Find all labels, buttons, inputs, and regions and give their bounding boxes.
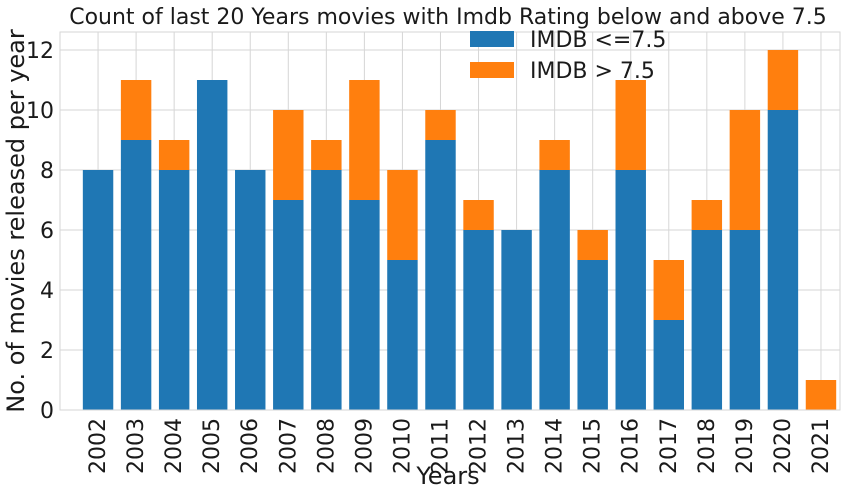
y-tick-label: 8 (40, 159, 54, 184)
plot-frame (59, 31, 841, 411)
x-tick-label: 2008 (314, 418, 339, 474)
legend-label-imdb-le-7-5: IMDB <=7.5 (530, 28, 666, 53)
bar-imdb-gt-7-5 (425, 110, 456, 140)
bar-imdb-gt-7-5 (120, 80, 152, 140)
bar-imdb-le-7-5 (120, 140, 152, 410)
x-tick-label: 2010 (390, 418, 415, 474)
bar-imdb-le-7-5 (158, 170, 190, 410)
bar-imdb-gt-7-5 (349, 80, 380, 200)
y-tick-label: 4 (40, 279, 54, 304)
x-tick-label: 2003 (124, 418, 149, 474)
bar-imdb-le-7-5 (463, 230, 494, 410)
x-tick-label: 2009 (352, 418, 377, 474)
chart-title: Count of last 20 Years movies with Imdb … (69, 5, 827, 30)
y-axis-label: No. of movies released per year (2, 29, 30, 413)
bars-layer (82, 50, 837, 410)
bar-imdb-le-7-5 (691, 230, 723, 410)
bar-imdb-le-7-5 (349, 200, 380, 410)
x-tick-label: 2012 (467, 418, 492, 474)
bar-imdb-gt-7-5 (577, 230, 608, 260)
bar-imdb-le-7-5 (235, 170, 266, 410)
bar-imdb-le-7-5 (196, 80, 228, 410)
x-tick-label: 2011 (428, 418, 453, 474)
legend: IMDB <=7.5 IMDB > 7.5 (470, 28, 666, 84)
bar-imdb-gt-7-5 (767, 50, 799, 110)
bar-imdb-le-7-5 (501, 230, 532, 410)
y-tick-labels: 0 2 4 6 8 10 12 (26, 39, 54, 424)
x-tick-label: 2020 (771, 418, 796, 474)
legend-swatch-imdb-gt-7-5 (470, 62, 514, 78)
x-tick-label: 2021 (809, 418, 834, 474)
bar-imdb-le-7-5 (767, 110, 799, 410)
bar-imdb-le-7-5 (539, 170, 570, 410)
x-tick-label: 2019 (733, 418, 758, 474)
x-tick-label: 2015 (581, 418, 606, 474)
bar-imdb-le-7-5 (425, 140, 456, 410)
bar-imdb-le-7-5 (729, 230, 761, 410)
bar-imdb-le-7-5 (311, 170, 342, 410)
bar-imdb-gt-7-5 (615, 80, 646, 170)
bar-imdb-gt-7-5 (387, 170, 418, 260)
bar-imdb-le-7-5 (82, 170, 114, 410)
bar-imdb-gt-7-5 (463, 200, 494, 230)
bar-imdb-gt-7-5 (729, 110, 761, 230)
x-tick-label: 2002 (86, 418, 111, 474)
x-tick-label: 2007 (276, 418, 301, 474)
bar-imdb-gt-7-5 (311, 140, 342, 170)
bar-imdb-gt-7-5 (691, 200, 723, 230)
x-tick-label: 2005 (200, 418, 225, 474)
x-tick-label: 2013 (505, 418, 530, 474)
y-tick-label: 0 (40, 399, 54, 424)
y-tick-label: 10 (26, 99, 54, 124)
bar-imdb-gt-7-5 (539, 140, 570, 170)
bar-imdb-gt-7-5 (653, 260, 684, 320)
legend-swatch-imdb-le-7-5 (470, 31, 514, 47)
x-tick-label: 2014 (543, 418, 568, 474)
x-tick-label: 2017 (657, 418, 682, 474)
y-tick-label: 2 (40, 339, 54, 364)
legend-label-imdb-gt-7-5: IMDB > 7.5 (530, 59, 655, 84)
bar-imdb-gt-7-5 (805, 380, 837, 410)
bar-imdb-gt-7-5 (158, 140, 190, 170)
x-tick-label: 2006 (238, 418, 263, 474)
bar-imdb-le-7-5 (653, 320, 684, 410)
x-tick-labels: 2002 2003 2004 2005 2006 2007 2008 2009 2010 2011… (86, 418, 834, 474)
bar-imdb-le-7-5 (273, 200, 304, 410)
y-tick-label: 12 (26, 39, 54, 64)
x-tick-label: 2004 (162, 418, 187, 474)
x-axis-label: Years (415, 462, 479, 490)
bar-imdb-le-7-5 (615, 170, 646, 410)
bar-imdb-le-7-5 (577, 260, 608, 410)
bar-imdb-gt-7-5 (273, 110, 304, 200)
y-tick-label: 6 (40, 219, 54, 244)
bar-imdb-le-7-5 (387, 260, 418, 410)
x-tick-label: 2016 (619, 418, 644, 474)
x-tick-label: 2018 (695, 418, 720, 474)
